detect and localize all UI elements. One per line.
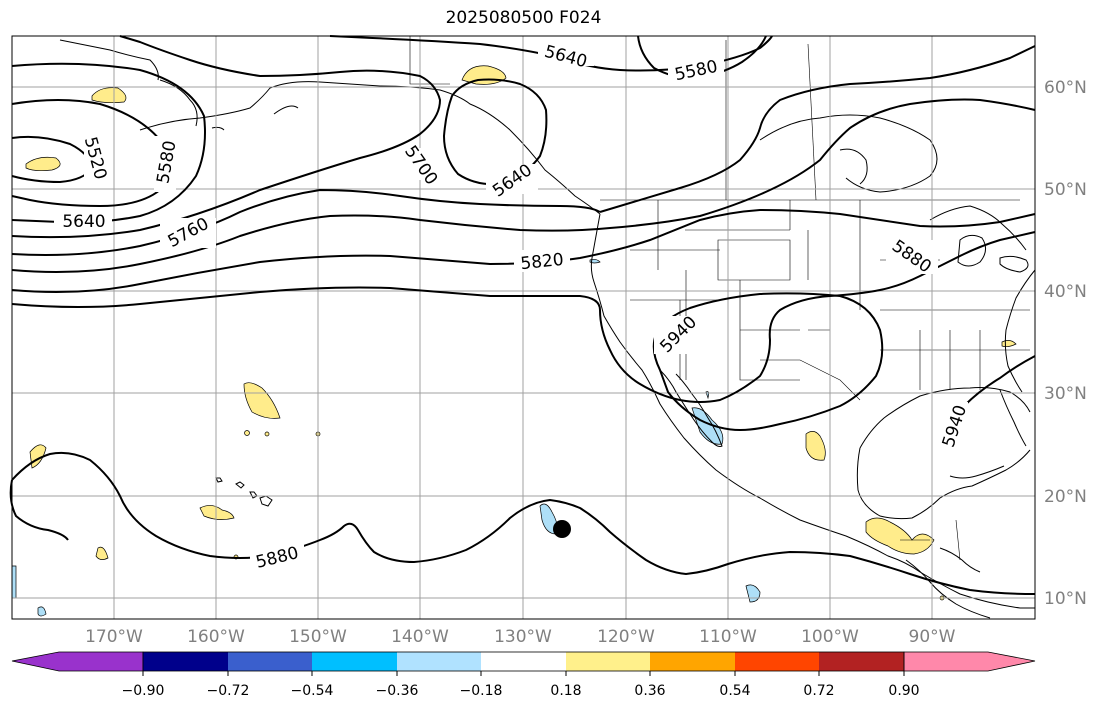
colorbar-segment <box>903 651 1036 672</box>
map-title: 2025080500 F024 <box>445 8 602 28</box>
latitude-labels: 60°N 50°N 40°N 30°N 20°N 10°N <box>1044 78 1087 609</box>
lon-label: 110°W <box>699 627 757 647</box>
colorbar-tick-label: 0.36 <box>634 683 665 699</box>
colorbar-segment <box>397 652 481 671</box>
lon-label: 150°W <box>289 627 347 647</box>
contour-labels: 5640 5580 5520 5580 5640 5700 5640 5760 … <box>54 42 971 573</box>
colorbar-tick-label: 0.54 <box>719 683 750 699</box>
lon-label: 160°W <box>187 627 245 647</box>
contour-label: 5820 <box>520 250 565 274</box>
lat-label: 50°N <box>1044 180 1087 200</box>
longitude-labels: 170°W 160°W 150°W 140°W 130°W 120°W 110°… <box>85 627 956 647</box>
lat-label: 40°N <box>1044 282 1087 302</box>
colorbar-segment <box>566 652 650 671</box>
colorbar-segment <box>650 652 735 671</box>
colorbar-tick-label: 0.18 <box>550 683 581 699</box>
colorbar-segment <box>11 651 144 672</box>
positive-anomaly-areas <box>25 65 1017 601</box>
lat-label: 30°N <box>1044 384 1087 404</box>
colorbar-segment <box>312 652 397 671</box>
colorbar-tick-label: −0.36 <box>376 683 419 699</box>
lon-label: 130°W <box>494 627 552 647</box>
colorbar-tick-label: 0.90 <box>888 683 919 699</box>
colorbar-segment <box>819 652 904 671</box>
storm-marker <box>553 520 571 538</box>
colorbar-segment <box>481 652 566 671</box>
lon-label: 170°W <box>85 627 143 647</box>
colorbar-tick-label: −0.54 <box>291 683 334 699</box>
lon-label: 100°W <box>801 627 859 647</box>
graticule <box>12 36 1035 619</box>
colorbar-segment <box>735 652 819 671</box>
lat-label: 20°N <box>1044 487 1087 507</box>
colorbar-tick-label: −0.72 <box>207 683 250 699</box>
colorbar-segment <box>228 652 312 671</box>
map-panel: 5640 5580 5520 5580 5640 5700 5640 5760 … <box>9 35 1036 620</box>
colorbar-segment <box>143 652 228 671</box>
colorbar: −0.90 −0.72 −0.54 −0.36 −0.18 0.18 0.36 … <box>11 651 1036 699</box>
colorbar-tick-label: −0.90 <box>122 683 165 699</box>
lat-label: 10°N <box>1044 589 1087 609</box>
contour-label: 5640 <box>62 212 105 232</box>
lat-label: 60°N <box>1044 78 1087 98</box>
lon-label: 140°W <box>391 627 449 647</box>
colorbar-tick-label: 0.72 <box>803 683 834 699</box>
lon-label: 90°W <box>909 627 956 647</box>
lon-label: 120°W <box>597 627 655 647</box>
colorbar-tick-label: −0.18 <box>460 683 503 699</box>
